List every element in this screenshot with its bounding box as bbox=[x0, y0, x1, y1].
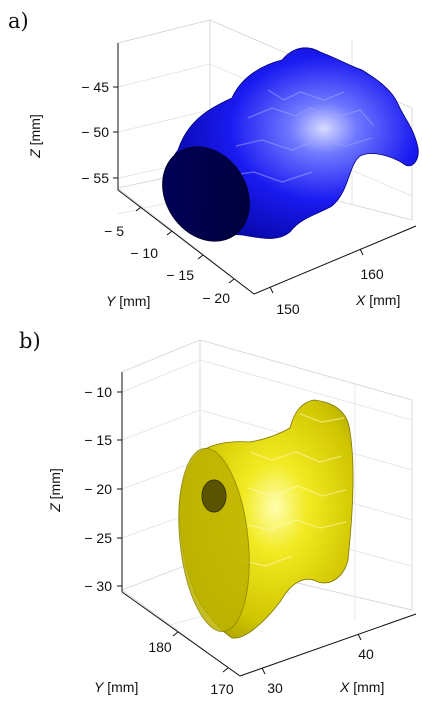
panel-b-end-ring bbox=[178, 447, 250, 633]
panel-b-axes bbox=[121, 372, 417, 677]
panel-a-x-tick: 160 bbox=[360, 266, 384, 282]
panel-a-y-tick: − 10 bbox=[130, 245, 158, 261]
panel-a-x-ticks: 150 160 bbox=[269, 248, 384, 317]
panel-a-z-tick: − 55 bbox=[81, 170, 109, 186]
panel-a-label: a) bbox=[8, 9, 29, 33]
panel-b-x-tick: 40 bbox=[358, 646, 374, 662]
panel-a-y-tick: − 15 bbox=[166, 267, 194, 283]
panel-b-z-tick: − 25 bbox=[84, 530, 112, 546]
panel-a-y-ticks: − 5 − 10 − 15 − 20 bbox=[104, 206, 235, 306]
panel-b-z-tick: − 30 bbox=[84, 578, 112, 594]
panel-b-z-tick: − 15 bbox=[84, 432, 112, 448]
panel-b-label: b) bbox=[19, 329, 41, 353]
panel-b-grid bbox=[121, 339, 413, 677]
panel-b-z-tick: − 20 bbox=[84, 481, 112, 497]
panel-a-end-cap bbox=[162, 146, 250, 242]
panel-a-x-label: X [mm] bbox=[355, 292, 400, 308]
panel-a-y-tick: − 5 bbox=[104, 223, 124, 239]
panel-a-z-label: Z [mm] bbox=[27, 114, 43, 159]
panel-b-x-label: X [mm] bbox=[339, 679, 384, 695]
panel-b-end-opening bbox=[201, 479, 227, 513]
panel-a-surface bbox=[162, 47, 419, 242]
panel-b-z-tick: − 10 bbox=[84, 384, 112, 400]
panel-a-highlights bbox=[225, 89, 375, 183]
panel-b-y-label: Y [mm] bbox=[94, 679, 138, 695]
panel-b: b) bbox=[19, 329, 417, 697]
panel-b-highlights bbox=[239, 413, 347, 567]
panel-b-y-ticks: 180 170 bbox=[148, 631, 234, 697]
panel-a-x-tick: 150 bbox=[276, 301, 300, 317]
panel-b-x-ticks: 30 40 bbox=[261, 633, 374, 696]
panel-a-y-label: Y [mm] bbox=[106, 293, 150, 309]
panel-a-z-ticks: − 45 − 50 − 55 bbox=[81, 79, 118, 186]
panel-b-x-tick: 30 bbox=[267, 680, 283, 696]
panel-a-z-tick: − 50 bbox=[81, 124, 109, 140]
panel-b-z-label: Z [mm] bbox=[47, 468, 63, 513]
panel-b-surface bbox=[178, 399, 354, 639]
panel-a-y-tick: − 20 bbox=[202, 290, 230, 306]
panel-b-z-ticks: − 10 − 15 − 20 − 25 − 30 bbox=[84, 384, 122, 594]
panel-b-y-tick: 170 bbox=[210, 681, 234, 697]
panel-a: a) bbox=[8, 9, 419, 317]
panel-a-z-tick: − 45 bbox=[81, 79, 109, 95]
panel-b-y-tick: 180 bbox=[148, 639, 172, 655]
